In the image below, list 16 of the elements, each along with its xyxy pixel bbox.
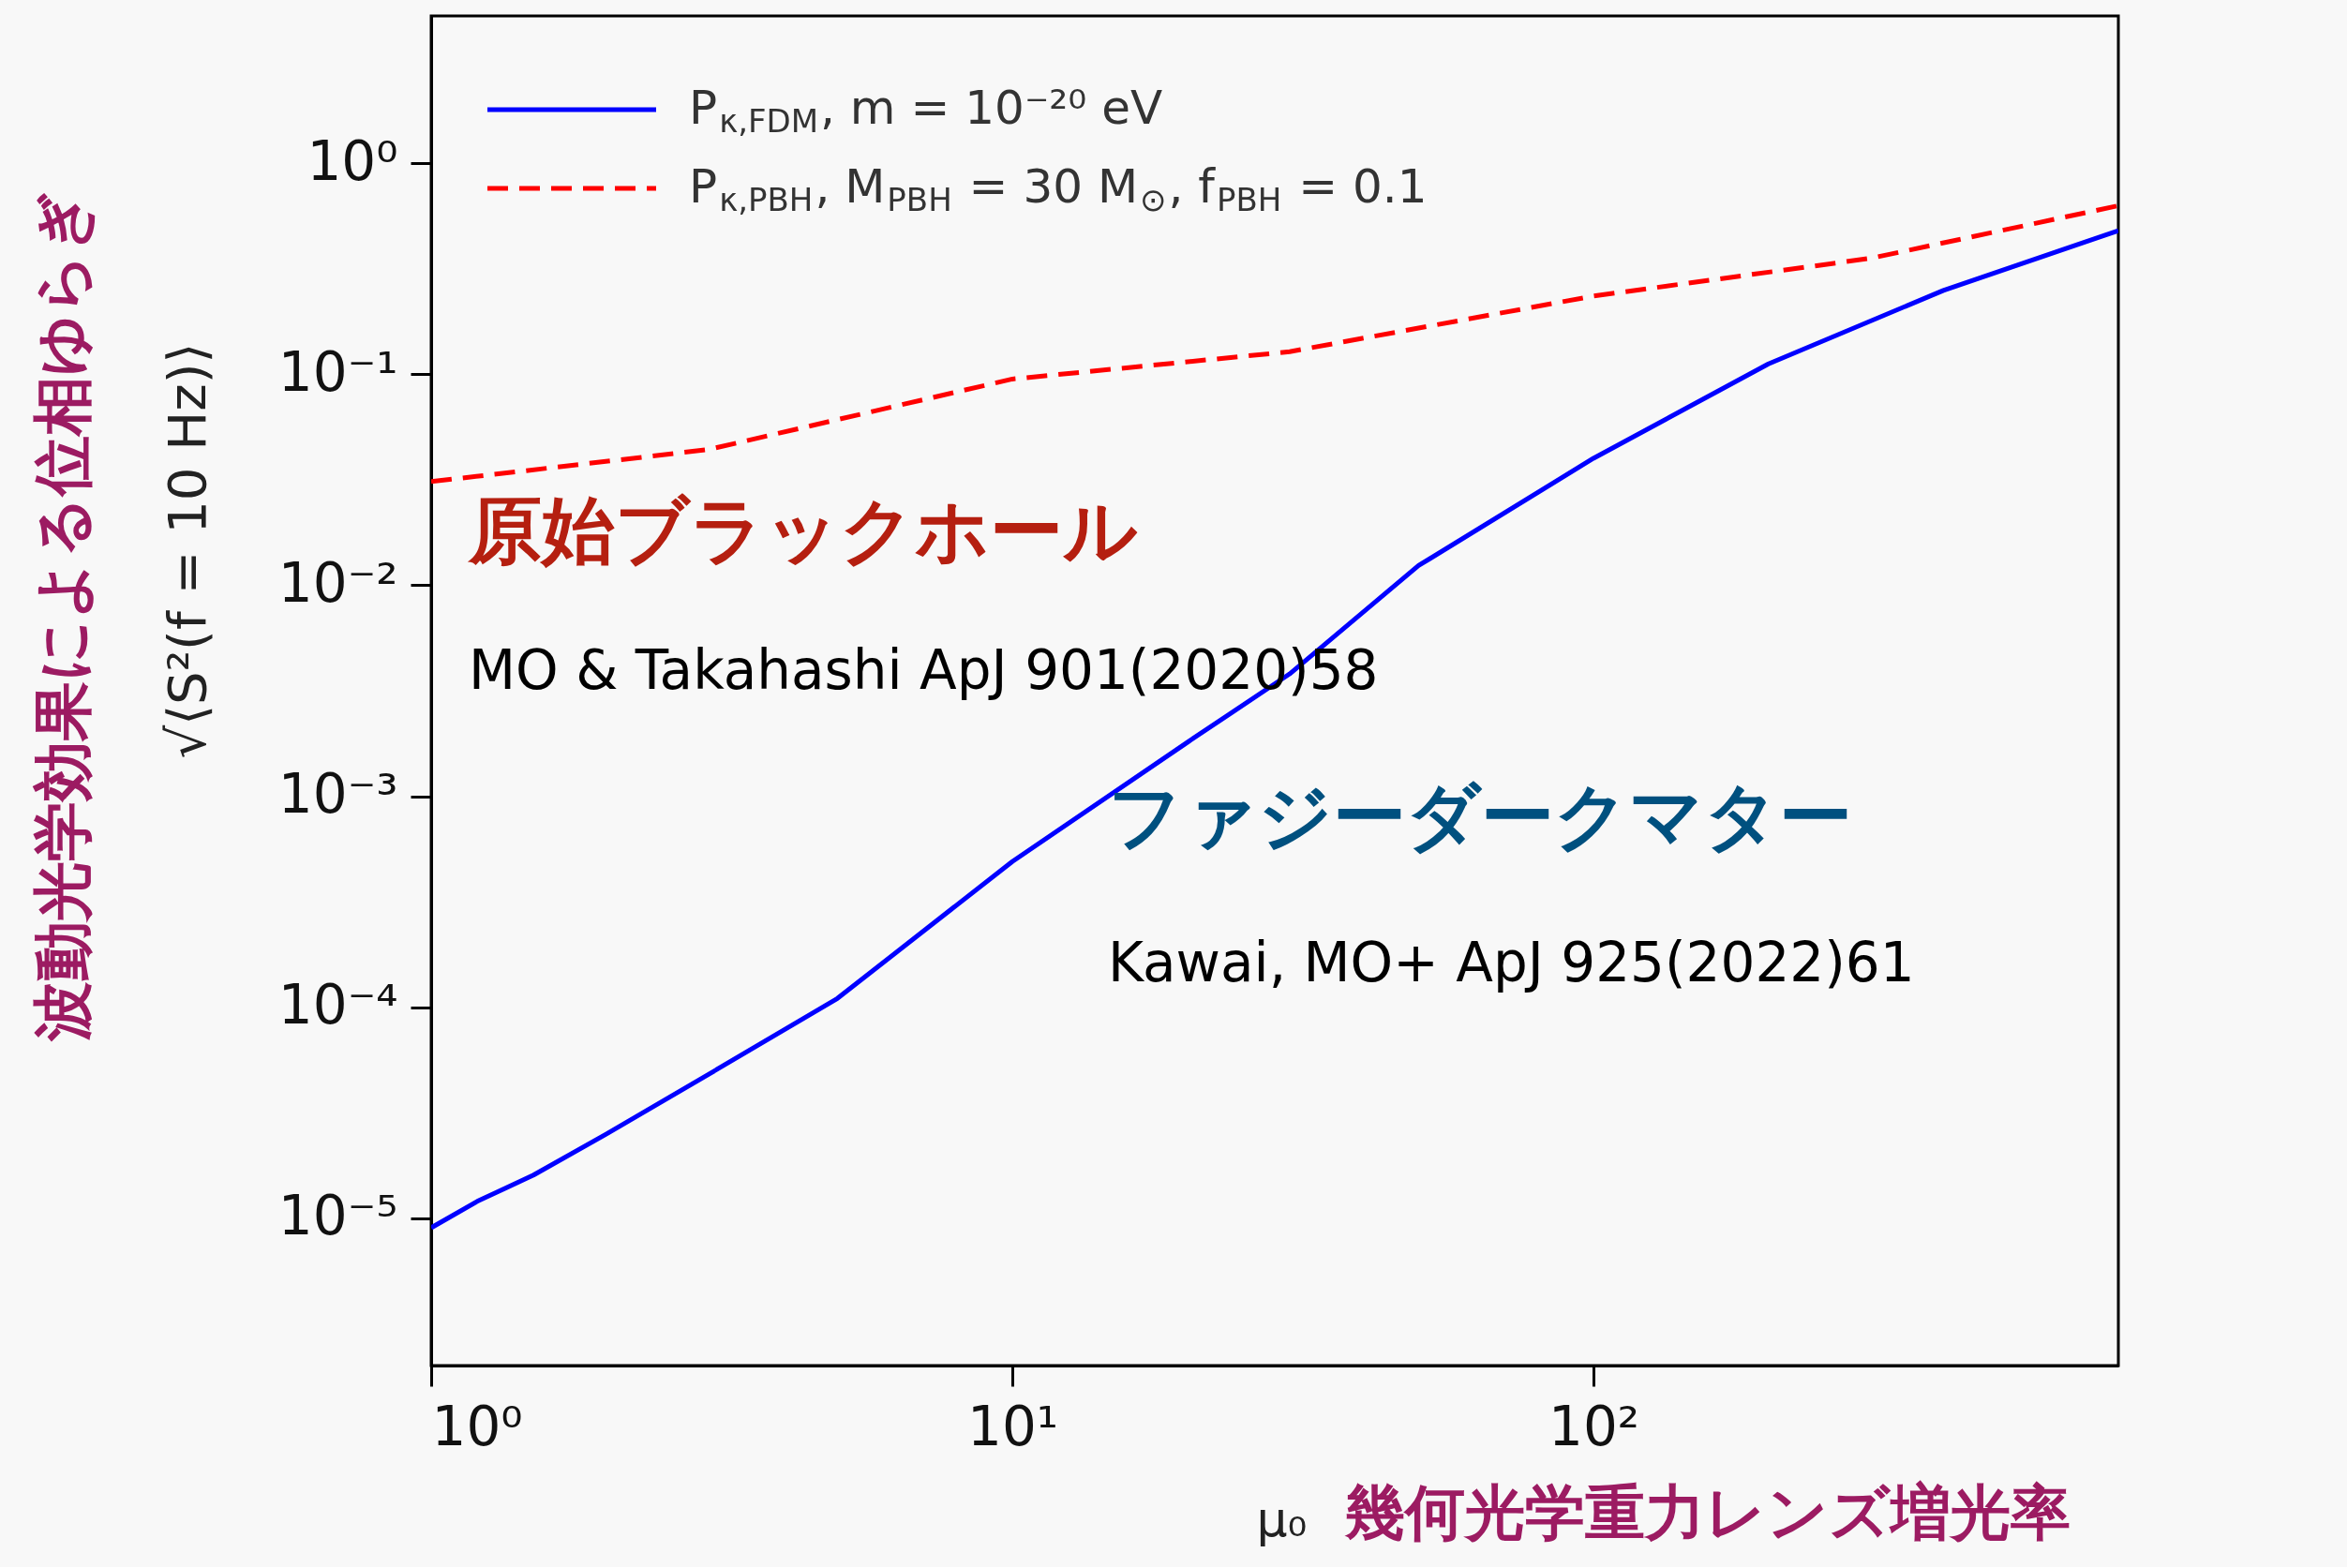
annotation: Kawai, MO+ ApJ 925(2022)61 — [1108, 931, 1915, 994]
annotation: ファジーダークマター — [1108, 774, 1852, 859]
y-tick-label: 10⁻⁴ — [277, 973, 398, 1038]
y-tick-label: 10⁻³ — [277, 762, 398, 827]
y-tick-label: 10⁻² — [277, 550, 398, 615]
x-axis-title: μ₀ — [1256, 1490, 1308, 1547]
y-tick-label: 10⁻⁵ — [277, 1184, 398, 1248]
text: 波動光学効果による位相ゆらぎ — [28, 190, 97, 1042]
y-tick-label: 10⁻¹ — [277, 339, 398, 404]
x-tick-label: 10⁰ — [431, 1394, 523, 1458]
y-axis-title: √⟨S²(f = 10 Hz)⟩ — [156, 342, 217, 759]
x-tick-label: 10¹ — [967, 1394, 1059, 1458]
annotation: 原始ブラックホール — [467, 488, 1138, 573]
text: 幾何光学重力レンズ増光率 — [1344, 1478, 2071, 1547]
x-tick-label: 10² — [1548, 1394, 1640, 1458]
y-tick-label: 10⁰ — [307, 128, 398, 193]
